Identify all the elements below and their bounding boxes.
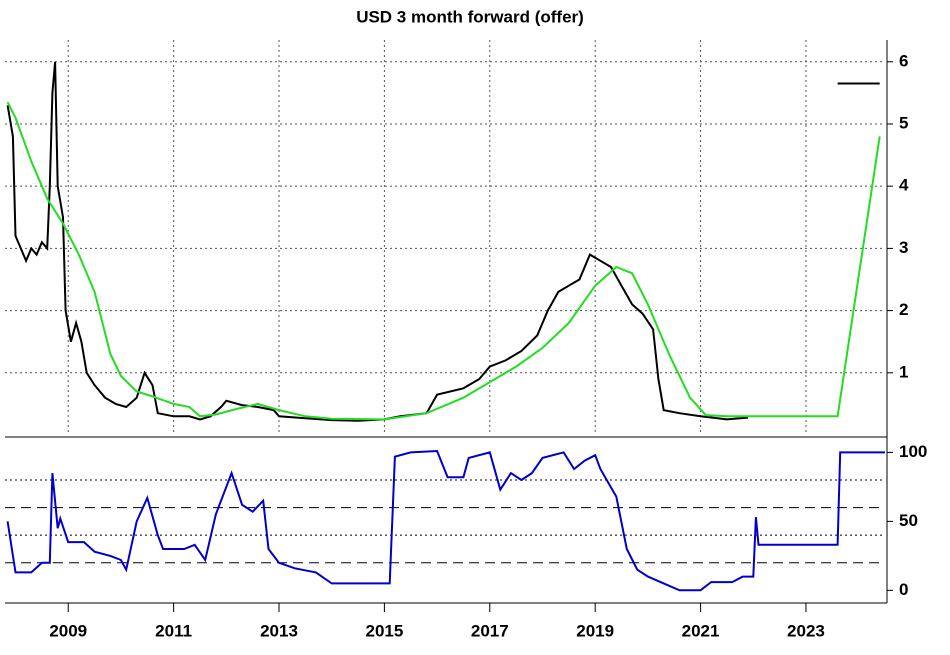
- x-tick-label: 2021: [682, 621, 720, 640]
- x-tick-label: 2017: [471, 621, 509, 640]
- series-line: [6, 61, 749, 422]
- y-tick-label: 50: [899, 511, 918, 530]
- x-tick-label: 2019: [576, 621, 614, 640]
- x-tick-label: 2011: [155, 621, 192, 640]
- x-tick-label: 2013: [260, 621, 298, 640]
- chart-title: USD 3 month forward (offer): [356, 7, 584, 26]
- y-tick-label: 0: [899, 580, 908, 599]
- x-tick-label: 2015: [365, 621, 403, 640]
- y-tick-label: 3: [899, 238, 908, 257]
- y-tick-label: 4: [899, 176, 909, 195]
- y-tick-label: 6: [899, 51, 908, 70]
- x-tick-label: 2009: [49, 621, 87, 640]
- series-line: [6, 101, 881, 421]
- x-tick-label: 2023: [787, 621, 825, 640]
- series-line: [6, 449, 885, 592]
- y-tick-label: 100: [899, 442, 927, 461]
- y-tick-label: 5: [899, 113, 908, 132]
- y-tick-label: 2: [899, 300, 908, 319]
- y-tick-label: 1: [899, 362, 908, 381]
